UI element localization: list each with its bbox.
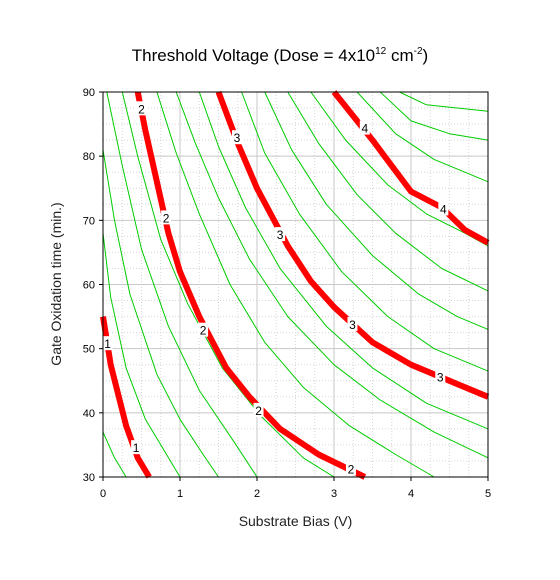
- y-tick-label: 50: [83, 344, 95, 356]
- contour-label-background: [231, 130, 242, 145]
- contour-label-background: [435, 369, 446, 384]
- x-axis-label: Substrate Bias (V): [238, 513, 353, 529]
- minor-contour-line: [356, 91, 489, 183]
- minor-contour-line: [287, 91, 489, 292]
- minor-contour-line: [156, 91, 435, 478]
- major-contour-line-3: [215, 90, 490, 400]
- contour-level-label: 3: [437, 371, 444, 385]
- chart-title: Threshold Voltage (Dose = 4x1012 cm-2): [131, 46, 429, 65]
- contour-level-label: 2: [200, 324, 207, 338]
- x-tick-label: 1: [177, 488, 183, 500]
- y-axis-label: Gate Oxidation time (min.): [48, 202, 64, 366]
- contour-level-label: 2: [138, 102, 145, 116]
- minor-contour-line: [198, 91, 489, 430]
- minor-contour-line: [102, 431, 127, 478]
- contour-label-background: [161, 210, 172, 225]
- minor-contour-line: [106, 91, 258, 478]
- y-tick-label: 30: [83, 472, 95, 484]
- contour-label-background: [359, 120, 370, 135]
- contour-level-label: 3: [234, 131, 241, 145]
- x-tick-label: 0: [100, 488, 106, 500]
- x-tick-label: 4: [408, 488, 414, 500]
- contour-label-background: [102, 336, 113, 351]
- contour-label-background: [275, 227, 286, 242]
- minor-contour-line: [102, 149, 219, 478]
- contour-level-label: 1: [133, 441, 140, 455]
- major-contour-line-2: [134, 91, 367, 480]
- minor-contour-line: [399, 91, 489, 112]
- y-tick-label: 70: [83, 215, 95, 227]
- x-tick-label: 2: [254, 488, 260, 500]
- minor-contour-line: [175, 91, 489, 459]
- grid-lines: [102, 91, 489, 478]
- x-tick-label: 3: [331, 488, 337, 500]
- contour-level-label: 3: [349, 318, 356, 332]
- x-tick-label: 5: [485, 488, 491, 500]
- minor-contour-line: [241, 91, 489, 372]
- contour-level-label: 4: [361, 122, 368, 136]
- y-tick-label: 90: [83, 87, 95, 99]
- minor-contour-line: [379, 91, 489, 141]
- contour-label-background: [136, 101, 147, 116]
- contour-labels: 1 1 2 2 2 2 2 3 3 3 3 4 4: [102, 101, 449, 476]
- y-tick-label: 40: [83, 408, 95, 420]
- contour-label-background: [198, 322, 209, 337]
- contour-label-background: [131, 440, 142, 455]
- minor-contour-line: [264, 91, 489, 330]
- y-tick-label: 60: [83, 280, 95, 292]
- contour-level-label: 3: [277, 228, 284, 242]
- contour-level-label: 4: [440, 202, 447, 216]
- contour-level-label: 2: [348, 462, 355, 476]
- contour-label-background: [345, 461, 356, 476]
- contour-label-background: [438, 201, 449, 216]
- contour-label-background: [347, 316, 358, 331]
- contour-label-background: [253, 402, 264, 417]
- minor-contours: [102, 91, 489, 478]
- contour-level-label: 1: [104, 337, 111, 351]
- contour-level-label: 2: [255, 404, 262, 418]
- y-tick-label: 80: [83, 151, 95, 163]
- contour-level-label: 2: [163, 211, 170, 225]
- minor-contour-line: [102, 233, 181, 478]
